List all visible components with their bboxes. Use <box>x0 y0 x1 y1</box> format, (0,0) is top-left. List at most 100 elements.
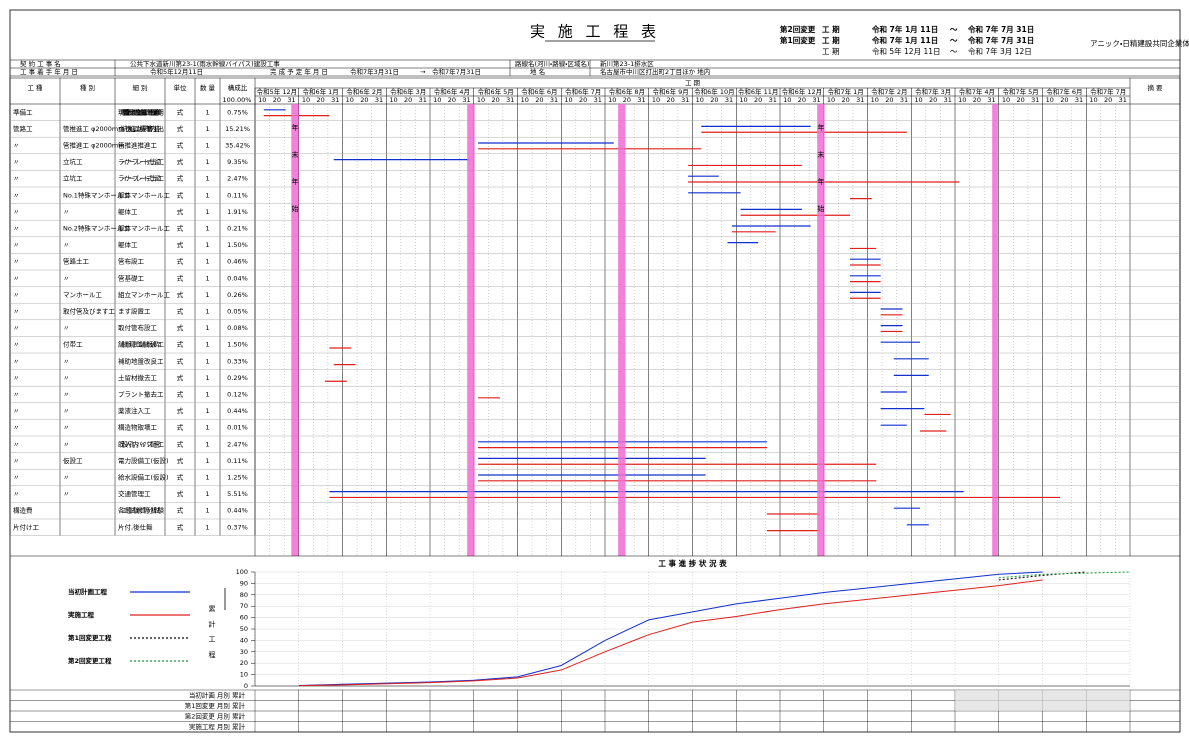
day-label: 31 <box>900 96 908 104</box>
cell: 式 <box>177 439 184 448</box>
day-label: 20 <box>535 96 543 104</box>
cell: 式 <box>177 456 184 465</box>
closure-band <box>618 104 626 556</box>
day-label: 20 <box>448 96 456 104</box>
day-label: 10 <box>914 96 922 104</box>
term-sep: ～ <box>950 47 958 56</box>
chart-title: 工 事 進 捗 状 況 表 <box>658 558 727 568</box>
cell: 〃 <box>63 274 70 282</box>
month-label: 令和6年 5月 <box>477 87 513 96</box>
cell: 〃 <box>13 175 20 183</box>
day-label: 10 <box>302 96 310 104</box>
day-label: 20 <box>316 96 324 104</box>
cell: 管路工 <box>13 124 33 133</box>
progress-line <box>298 571 1043 687</box>
cell: 1 <box>205 108 209 116</box>
cell: 立坑工 <box>63 174 83 183</box>
day-label: 31 <box>287 96 295 104</box>
cell: 1 <box>205 258 209 266</box>
progress-line <box>298 579 1043 687</box>
cell: 0.11% <box>227 191 248 199</box>
day-label: 10 <box>783 96 791 104</box>
day-label: 20 <box>841 96 849 104</box>
cell: 1.50% <box>227 341 248 349</box>
cell: 式 <box>177 124 184 133</box>
cell: 式 <box>177 323 184 332</box>
cell: 構造物取壊工 <box>118 423 158 432</box>
day-label: 20 <box>929 96 937 104</box>
day-label: 31 <box>1075 96 1083 104</box>
info-label: 工 事 着 手 年 月 日 <box>20 67 78 76</box>
cell: 2.47% <box>227 175 248 183</box>
closure-band <box>817 104 825 556</box>
cell: 管推進工 φ2000mm 入口標準工 <box>63 124 160 133</box>
y-tick-label: 30 <box>240 648 248 656</box>
cell: 1 <box>205 208 209 216</box>
cell: 管推進工 φ2000mm <box>63 141 125 150</box>
day-label: 31 <box>419 96 427 104</box>
y-tick-label: 70 <box>240 602 248 610</box>
cell: 式 <box>177 390 184 399</box>
day-label: 31 <box>331 96 339 104</box>
cell: 式 <box>177 423 184 432</box>
cell: 〃 <box>13 474 20 482</box>
day-label: 10 <box>739 96 747 104</box>
remarks-header: 摘 要 <box>1147 83 1163 92</box>
cell: 躯体工 <box>118 207 138 216</box>
y-tick-label: 0 <box>244 682 248 690</box>
cell: 1 <box>205 241 209 249</box>
cell: 式 <box>177 356 184 365</box>
month-label: 令和6年 1月 <box>302 87 338 96</box>
day-label: 10 <box>696 96 704 104</box>
month-label: 令和6年 11月 <box>738 87 778 96</box>
cell: 式 <box>177 489 184 498</box>
cell: 〃 <box>13 191 20 199</box>
cell: 0.33% <box>227 357 248 365</box>
day-label: 10 <box>827 96 835 104</box>
month-label: 令和7年 1月 <box>827 87 863 96</box>
day-label: 20 <box>1104 96 1112 104</box>
cell: 式 <box>177 406 184 415</box>
cell: 〃 <box>63 374 70 382</box>
day-label: 10 <box>564 96 572 104</box>
cell: 既設人孔内バイパス配管工 <box>118 439 165 448</box>
company: アニック・日精建設共同企業体 <box>1090 38 1189 48</box>
cell: 式 <box>177 340 184 349</box>
closure-label: 年末年始 <box>817 123 825 232</box>
month-label: 令和6年 10月 <box>694 87 734 96</box>
cell: 0.08% <box>227 324 248 332</box>
day-label: 31 <box>1119 96 1127 104</box>
cell: 0.37% <box>227 523 248 531</box>
day-label: 31 <box>681 96 689 104</box>
closure-band <box>291 104 299 556</box>
cell: 管路土工 <box>63 257 90 266</box>
y-tick-label: 90 <box>240 579 248 587</box>
cell: 1 <box>205 474 209 482</box>
cell: 給水設備工(仮設) <box>118 473 169 482</box>
info-value: 令和7年7月31日 <box>432 67 481 76</box>
day-label: 10 <box>258 96 266 104</box>
cell: 式 <box>177 207 184 216</box>
cell: 〃 <box>63 474 70 482</box>
day-label: 31 <box>506 96 514 104</box>
cell: 0.75% <box>227 108 248 116</box>
cell: 1.91% <box>227 208 248 216</box>
progress-line <box>998 571 1131 579</box>
cell: 式 <box>177 506 184 515</box>
cell: 0.29% <box>227 374 248 382</box>
cell: マンホール工 <box>63 291 103 299</box>
day-label: 20 <box>710 96 718 104</box>
cell: 薬液注入工 <box>118 406 151 415</box>
day-label: 10 <box>1046 96 1054 104</box>
table-row-label: 実施工程 月別 累計 <box>189 722 246 731</box>
cell: 準備工 <box>13 107 33 116</box>
cell: 1 <box>205 142 209 150</box>
cell: 交通管理工 <box>118 489 151 498</box>
info-label: 完 成 予 定 年 月 日 <box>270 67 328 76</box>
day-label: 10 <box>871 96 879 104</box>
table-row-label: 第1回変更 月別 累計 <box>185 701 246 710</box>
closure-label: 年末年始 <box>291 123 299 232</box>
change-sep: ～ <box>950 36 958 45</box>
cell: 現地調査,設計図書の照査,施工測量,施工計画書作成,道路使用 <box>118 107 164 116</box>
cell: 各工種試験,水質等分析,試験 <box>118 506 165 515</box>
